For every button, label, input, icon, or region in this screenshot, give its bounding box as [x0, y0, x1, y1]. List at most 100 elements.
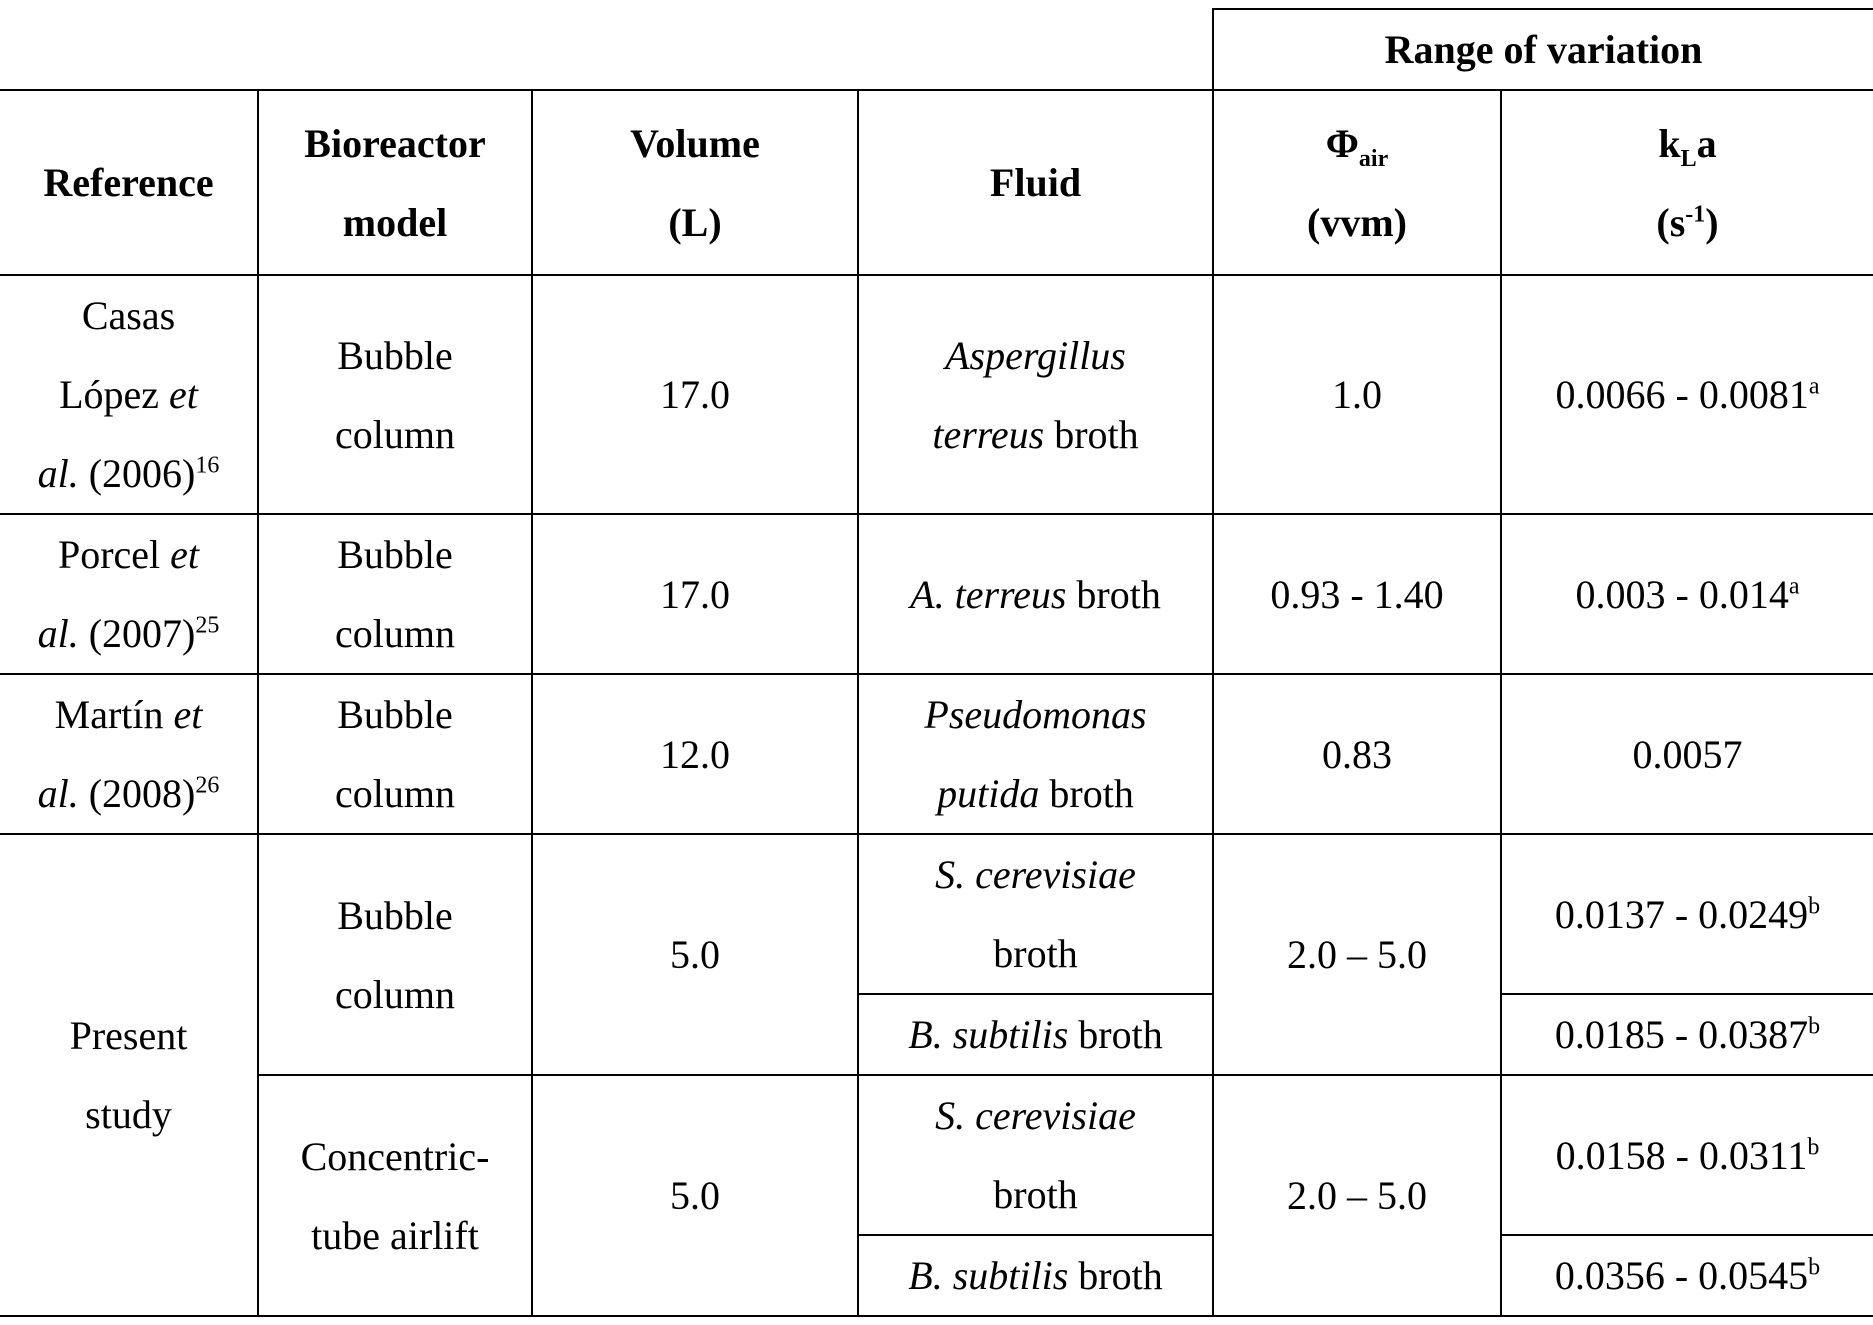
kla-subscript: L	[1680, 145, 1697, 172]
group-header-row: Range of variation	[0, 8, 1873, 91]
fluid-line: Aspergillus	[865, 316, 1206, 395]
kla-cell: 0.0057	[1499, 673, 1873, 835]
kla-cell: 0.0185 - 0.0387b	[1499, 993, 1873, 1076]
kla-cell: 0.0356 - 0.0545b	[1499, 1234, 1873, 1317]
kla-footnote: a	[1788, 573, 1800, 600]
kla-a: a	[1696, 120, 1717, 166]
reference-italic: al.	[37, 451, 79, 496]
phi-cell: 1.0	[1212, 274, 1502, 515]
table-row: Present study Bubble column 5.0 S. cerev…	[0, 833, 1873, 1317]
kla-footnote: a	[1808, 373, 1820, 400]
bioreactor-line: column	[335, 611, 455, 656]
kla-value: 0.0066 - 0.0081	[1555, 372, 1809, 417]
phi-air-symbol: Φair	[1220, 104, 1494, 183]
reference-text: Martín	[54, 692, 174, 737]
reference-line: Casas	[81, 293, 176, 338]
reference-italic: et	[169, 372, 198, 417]
kla-unit-open: (s	[1656, 199, 1686, 245]
kla-unit: (s-1)	[1508, 183, 1867, 262]
phi-cell: 2.0 – 5.0	[1212, 833, 1502, 1076]
fluid-italic: B. subtilis	[908, 1012, 1069, 1057]
table-row: B. subtilis broth 0.0185 - 0.0387b	[0, 993, 1873, 1076]
reference-line: al. (2008)26	[6, 754, 251, 833]
fluid-cell: Aspergillus terreus broth	[857, 274, 1214, 515]
reference-line: Porcel et	[6, 515, 251, 594]
reference-line: al. (2007)25	[6, 594, 251, 673]
fluid-cell: A. terreus broth	[857, 513, 1214, 675]
bioreactor-line: column	[335, 411, 455, 457]
reference-citation: 25	[195, 612, 220, 639]
column-header-row: Reference Bioreactor model Volume (L) Fl…	[0, 89, 1873, 276]
fluid-cell: B. subtilis broth	[857, 993, 1214, 1076]
phi-cell: 0.93 - 1.40	[1212, 513, 1502, 675]
volume-cell: 17.0	[531, 274, 859, 515]
fluid-italic: S. cerevisiae	[935, 852, 1136, 897]
phi-air-unit: (vvm)	[1307, 199, 1407, 245]
bioreactor-line: tube airlift	[311, 1212, 479, 1258]
volume-cell: 17.0	[531, 513, 859, 675]
bioreactor-line: column	[335, 971, 455, 1017]
kla-symbol: kLa	[1508, 104, 1867, 183]
fluid-text: broth	[1068, 1253, 1163, 1298]
kla-footnote: b	[1807, 1134, 1820, 1161]
fluid-line: terreus broth	[865, 395, 1206, 474]
fluid-italic: terreus	[932, 411, 1045, 457]
reference-line: al. (2006)16	[6, 434, 251, 513]
kla-comparison-table-container: Range of variation Reference Bioreactor …	[0, 8, 1873, 1317]
kla-cell: 0.0137 - 0.0249b	[1499, 833, 1873, 995]
fluid-line: broth	[993, 931, 1078, 976]
reference-text: (2008)	[78, 771, 196, 816]
fluid-line: Pseudomonas	[865, 675, 1206, 754]
bioreactor-line: Concentric-	[300, 1133, 490, 1179]
table-row: Martín et al. (2008)26 Bubble column 12.…	[0, 673, 1873, 835]
fluid-text: broth	[1044, 411, 1139, 457]
phi-cell: 0.83	[1212, 673, 1502, 835]
table-row: B. subtilis broth 0.0356 - 0.0545b	[0, 1234, 1873, 1317]
kla-footnote: b	[1808, 893, 1821, 920]
fluid-line: broth	[993, 1172, 1078, 1217]
table-row: Casas López et al. (2006)16 Bubble colum…	[0, 274, 1873, 515]
bioreactor-line: column	[335, 771, 455, 816]
reference-line: study	[85, 1092, 172, 1137]
reference-text: (2006)	[78, 451, 196, 496]
present-study-reference-cell: Present study	[0, 833, 259, 1317]
volume-header: Volume (L)	[531, 89, 859, 276]
bioreactor-line: Bubble	[337, 692, 453, 737]
volume-header-line2: (L)	[668, 199, 722, 245]
kla-k: k	[1658, 120, 1681, 166]
fluid-line: S. cerevisiae	[865, 835, 1206, 914]
bioreactor-line: Bubble	[337, 532, 453, 577]
bioreactor-cell: Bubble column	[257, 833, 533, 1076]
kla-comparison-table: Range of variation Reference Bioreactor …	[0, 8, 1873, 1317]
reference-cell: Casas López et al. (2006)16	[0, 274, 259, 515]
kla-footnote: b	[1808, 1254, 1821, 1281]
bioreactor-header-line2: model	[342, 199, 448, 245]
fluid-text: broth	[1068, 1012, 1163, 1057]
kla-cell: 0.0158 - 0.0311b	[1499, 1074, 1873, 1236]
kla-footnote: b	[1808, 1013, 1821, 1040]
table-row: Porcel et al. (2007)25 Bubble column 17.…	[0, 513, 1873, 675]
reference-cell: Martín et al. (2008)26	[0, 673, 259, 835]
fluid-italic: Aspergillus	[945, 332, 1126, 378]
reference-header: Reference	[0, 89, 259, 276]
fluid-cell: Pseudomonas putida broth	[857, 673, 1214, 835]
fluid-cell: B. subtilis broth	[857, 1234, 1214, 1317]
reference-line: López et	[6, 355, 251, 434]
reference-cell: Porcel et al. (2007)25	[0, 513, 259, 675]
reference-italic: al.	[37, 771, 79, 816]
reference-line: Present	[69, 1013, 188, 1058]
phi-air-header: Φair (vvm)	[1212, 89, 1502, 276]
fluid-italic: B. subtilis	[908, 1253, 1069, 1298]
kla-header: kLa (s-1)	[1499, 89, 1873, 276]
bioreactor-cell: Concentric- tube airlift	[257, 1074, 533, 1317]
phi-symbol: Φ	[1325, 120, 1359, 166]
group-header-blank	[0, 9, 1213, 90]
kla-value: 0.0158 - 0.0311	[1555, 1132, 1808, 1178]
fluid-italic: Pseudomonas	[924, 692, 1147, 737]
fluid-italic: S. cerevisiae	[935, 1093, 1136, 1138]
fluid-header: Fluid	[857, 89, 1214, 276]
kla-value: 0.003 - 0.014	[1575, 571, 1789, 617]
phi-subscript: air	[1358, 145, 1389, 172]
table-row: Concentric- tube airlift 5.0 S. cerevisi…	[0, 1074, 1873, 1317]
reference-citation: 26	[195, 772, 220, 799]
